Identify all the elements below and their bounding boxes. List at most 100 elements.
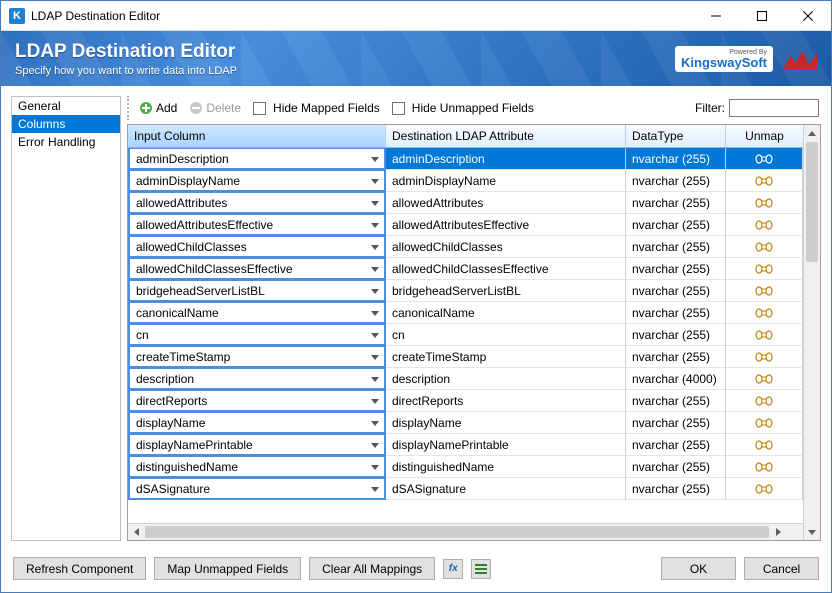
horizontal-scrollbar[interactable]	[128, 523, 803, 540]
table-row[interactable]: cncnnvarchar (255)	[128, 324, 803, 346]
destination-cell[interactable]: displayNamePrintable	[386, 434, 626, 456]
input-column-cell[interactable]: adminDisplayName	[128, 169, 386, 192]
destination-cell[interactable]: allowedAttributes	[386, 192, 626, 214]
table-row[interactable]: distinguishedNamedistinguishedNamenvarch…	[128, 456, 803, 478]
destination-cell[interactable]: adminDisplayName	[386, 170, 626, 192]
unmap-cell[interactable]	[726, 170, 803, 192]
datatype-cell: nvarchar (4000)	[626, 368, 726, 390]
unmap-icon	[754, 262, 774, 276]
table-row[interactable]: allowedChildClassesallowedChildClassesnv…	[128, 236, 803, 258]
unmap-cell[interactable]	[726, 192, 803, 214]
destination-cell[interactable]: directReports	[386, 390, 626, 412]
input-column-cell[interactable]: displayName	[128, 411, 386, 434]
destination-cell[interactable]: allowedChildClasses	[386, 236, 626, 258]
chevron-down-icon	[368, 306, 382, 320]
sidebar-item-general[interactable]: General	[12, 97, 120, 115]
table-row[interactable]: allowedChildClassesEffectiveallowedChild…	[128, 258, 803, 280]
maximize-icon	[757, 11, 767, 21]
destination-cell[interactable]: cn	[386, 324, 626, 346]
scroll-down-icon	[804, 523, 820, 540]
table-row[interactable]: displayNamedisplayNamenvarchar (255)	[128, 412, 803, 434]
unmap-cell[interactable]	[726, 390, 803, 412]
banner-heading: LDAP Destination Editor	[15, 41, 237, 63]
table-row[interactable]: descriptiondescriptionnvarchar (4000)	[128, 368, 803, 390]
filter-input[interactable]	[729, 99, 819, 117]
input-column-cell[interactable]: canonicalName	[128, 301, 386, 324]
input-column-cell[interactable]: bridgeheadServerListBL	[128, 279, 386, 302]
input-column-cell[interactable]: allowedChildClassesEffective	[128, 257, 386, 280]
unmap-cell[interactable]	[726, 302, 803, 324]
ok-button[interactable]: OK	[661, 557, 736, 580]
close-button[interactable]	[785, 1, 831, 30]
input-column-cell[interactable]: distinguishedName	[128, 455, 386, 478]
hide-mapped-checkbox[interactable]: Hide Mapped Fields	[249, 98, 384, 118]
input-column-cell[interactable]: adminDescription	[128, 148, 386, 170]
grid-body: adminDescriptionadminDescription nvarchar…	[128, 148, 803, 523]
header-unmap[interactable]: Unmap	[726, 125, 803, 147]
cancel-button[interactable]: Cancel	[744, 557, 819, 580]
destination-cell[interactable]: description	[386, 368, 626, 390]
table-row[interactable]: bridgeheadServerListBLbridgeheadServerLi…	[128, 280, 803, 302]
unmap-cell[interactable]	[726, 368, 803, 390]
input-column-cell[interactable]: directReports	[128, 389, 386, 412]
table-row[interactable]: directReportsdirectReportsnvarchar (255)	[128, 390, 803, 412]
table-row[interactable]: adminDescriptionadminDescriptionnvarchar…	[128, 148, 803, 170]
table-row[interactable]: canonicalNamecanonicalNamenvarchar (255)	[128, 302, 803, 324]
unmap-cell[interactable]	[726, 456, 803, 478]
unmap-cell[interactable]	[726, 258, 803, 280]
minimize-button[interactable]	[693, 1, 739, 30]
sidebar-item-error-handling[interactable]: Error Handling	[12, 133, 120, 151]
unmap-cell[interactable]	[726, 214, 803, 236]
header-input-column[interactable]: Input Column	[128, 125, 386, 147]
map-unmapped-button[interactable]: Map Unmapped Fields	[154, 557, 301, 580]
destination-cell[interactable]: canonicalName	[386, 302, 626, 324]
unmap-cell[interactable]	[726, 434, 803, 456]
table-row[interactable]: allowedAttributesEffectiveallowedAttribu…	[128, 214, 803, 236]
add-button[interactable]: Add	[135, 98, 181, 118]
scroll-thumb[interactable]	[806, 142, 818, 262]
table-row[interactable]: allowedAttributesallowedAttributesnvarch…	[128, 192, 803, 214]
fx-button[interactable]: fx	[443, 559, 463, 579]
unmap-cell[interactable]	[726, 412, 803, 434]
input-column-cell[interactable]: allowedAttributes	[128, 191, 386, 214]
input-column-cell[interactable]: displayNamePrintable	[128, 433, 386, 456]
vertical-scrollbar[interactable]	[803, 125, 820, 540]
input-column-cell[interactable]: dSASignature	[128, 477, 386, 500]
clear-all-mappings-button[interactable]: Clear All Mappings	[309, 557, 435, 580]
destination-cell[interactable]: createTimeStamp	[386, 346, 626, 368]
table-row[interactable]: dSASignaturedSASignaturenvarchar (255)	[128, 478, 803, 500]
header-datatype[interactable]: DataType	[626, 125, 726, 147]
input-column-cell[interactable]: allowedChildClasses	[128, 235, 386, 258]
sidebar: GeneralColumnsError Handling	[11, 96, 121, 541]
sidebar-item-columns[interactable]: Columns	[12, 115, 120, 133]
unmap-cell[interactable]	[726, 478, 803, 500]
destination-cell[interactable]: dSASignature	[386, 478, 626, 500]
refresh-component-button[interactable]: Refresh Component	[13, 557, 146, 580]
input-column-cell[interactable]: createTimeStamp	[128, 345, 386, 368]
destination-cell[interactable]: adminDescription	[386, 148, 626, 170]
hide-unmapped-checkbox[interactable]: Hide Unmapped Fields	[388, 98, 538, 118]
list-button[interactable]	[471, 559, 491, 579]
unmap-cell[interactable]	[726, 324, 803, 346]
destination-cell[interactable]: displayName	[386, 412, 626, 434]
unmap-cell[interactable]	[726, 346, 803, 368]
destination-cell[interactable]: allowedAttributesEffective	[386, 214, 626, 236]
destination-cell[interactable]: distinguishedName	[386, 456, 626, 478]
table-row[interactable]: createTimeStampcreateTimeStampnvarchar (…	[128, 346, 803, 368]
input-column-cell[interactable]: description	[128, 367, 386, 390]
unmap-cell[interactable]	[726, 236, 803, 258]
maximize-button[interactable]	[739, 1, 785, 30]
unmap-cell[interactable]	[726, 148, 803, 170]
destination-cell[interactable]: bridgeheadServerListBL	[386, 280, 626, 302]
table-row[interactable]: displayNamePrintabledisplayNamePrintable…	[128, 434, 803, 456]
scroll-thumb[interactable]	[145, 526, 769, 538]
header-destination[interactable]: Destination LDAP Attribute	[386, 125, 626, 147]
input-column-cell[interactable]: allowedAttributesEffective	[128, 213, 386, 236]
delete-button[interactable]: Delete	[185, 98, 245, 118]
destination-cell[interactable]: allowedChildClassesEffective	[386, 258, 626, 280]
input-column-cell[interactable]: cn	[128, 323, 386, 346]
table-row[interactable]: adminDisplayNameadminDisplayNamenvarchar…	[128, 170, 803, 192]
unmap-icon	[754, 460, 774, 474]
checkbox-icon	[253, 102, 266, 115]
unmap-cell[interactable]	[726, 280, 803, 302]
